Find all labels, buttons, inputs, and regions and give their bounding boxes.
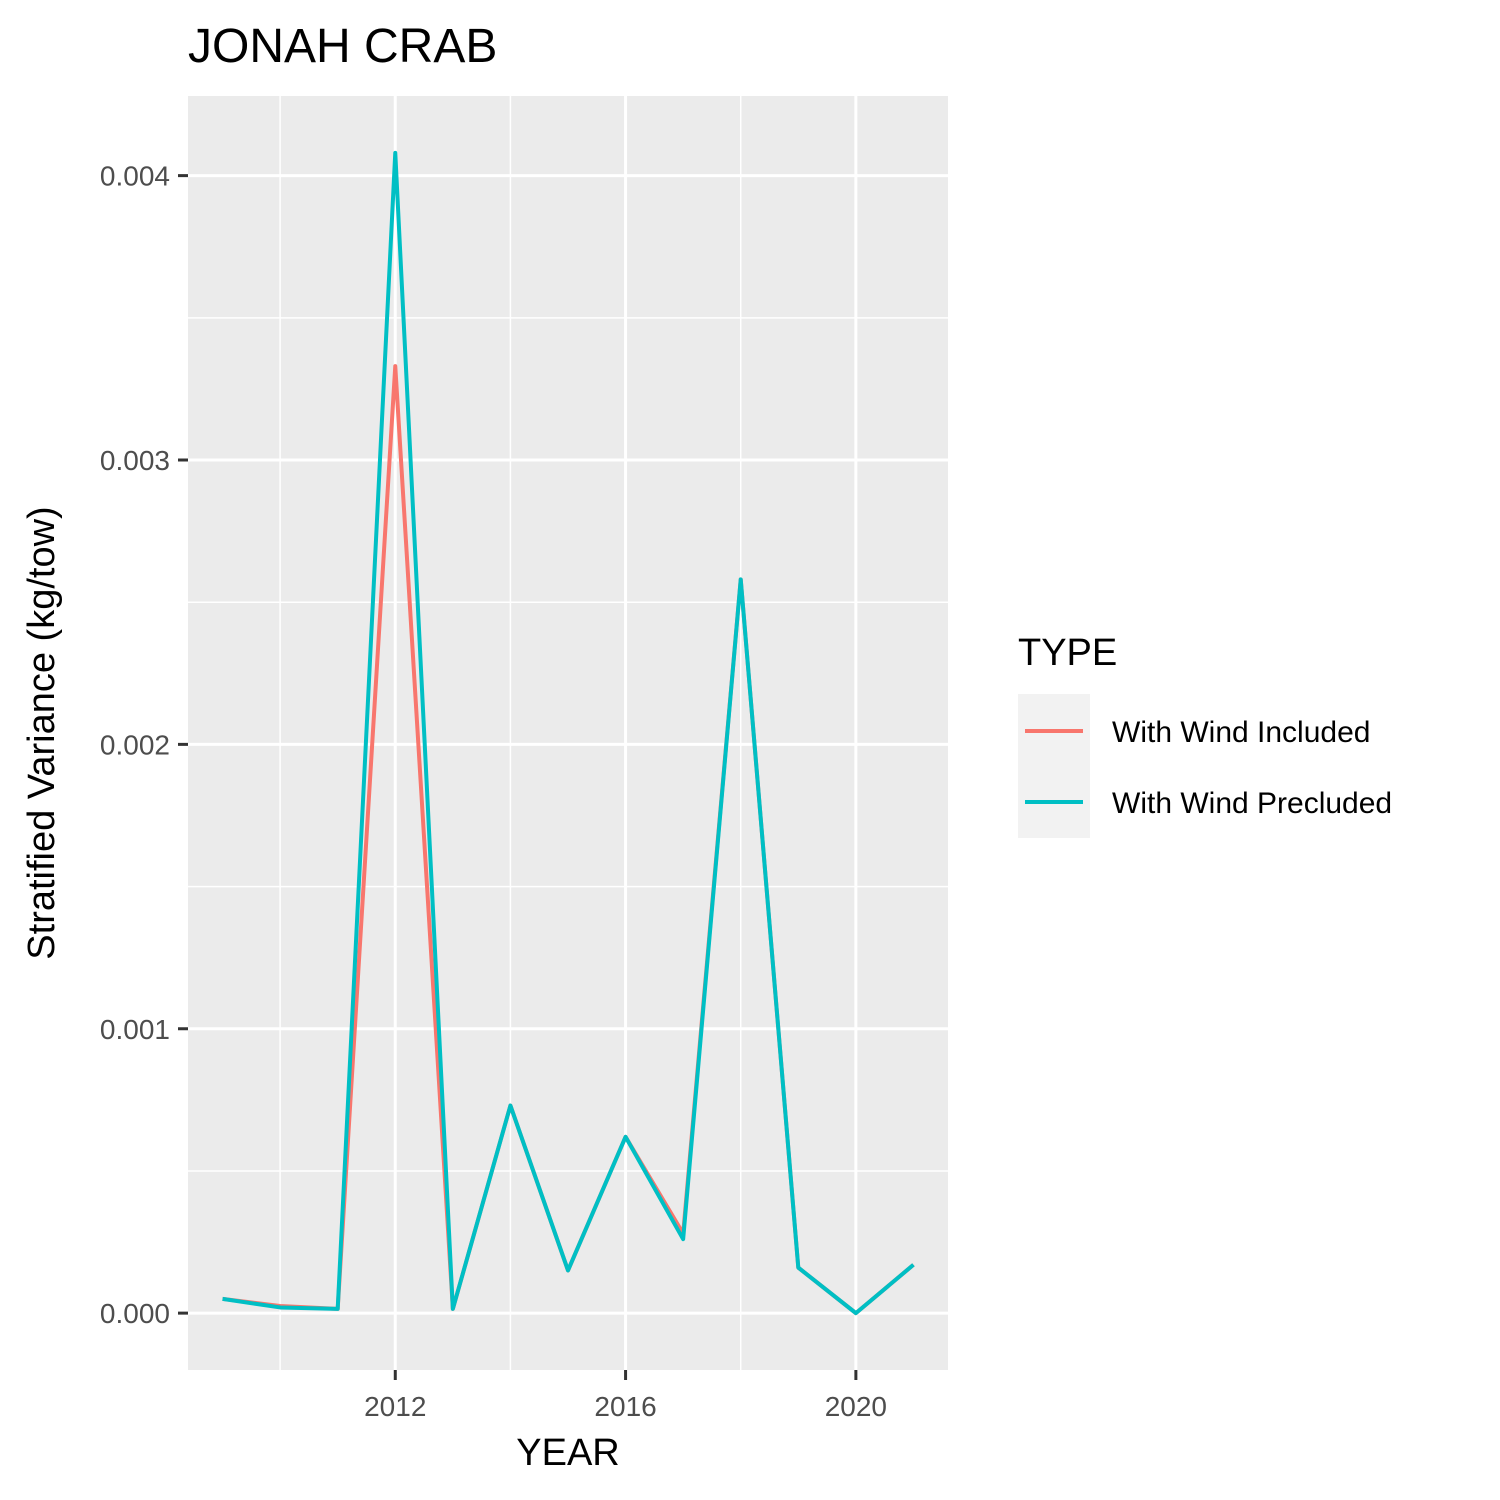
y-axis-title: Stratified Variance (kg/tow) [21, 506, 63, 959]
plot-panel [188, 96, 948, 1370]
grid-minor [188, 96, 948, 1370]
legend: TYPE With Wind Included With Wind Preclu… [1018, 632, 1392, 838]
y-tick-label: 0.002 [100, 729, 170, 760]
x-axis-title: YEAR [516, 1432, 619, 1474]
y-tick-label: 0.001 [100, 1014, 170, 1045]
x-tick-label: 2016 [594, 1391, 656, 1422]
series-line-with-wind-precluded [222, 150, 915, 1316]
y-tick-label: 0.000 [100, 1298, 170, 1329]
y-tick-label: 0.004 [100, 161, 170, 192]
legend-title: TYPE [1018, 632, 1117, 674]
legend-label-with-wind-precluded: With Wind Precluded [1112, 787, 1392, 820]
y-tick-label: 0.003 [100, 445, 170, 476]
grid-major [188, 96, 948, 1370]
y-axis: 0.000 0.001 0.002 0.003 0.004 [100, 161, 188, 1329]
legend-label-with-wind-included: With Wind Included [1112, 716, 1370, 749]
series-lines [222, 150, 915, 1316]
x-tick-label: 2012 [364, 1391, 426, 1422]
legend-key-background [1018, 694, 1090, 838]
x-tick-label: 2020 [825, 1391, 887, 1422]
chart-title: JONAH CRAB [188, 20, 497, 73]
x-axis: 2012 2016 2020 [364, 1370, 887, 1422]
